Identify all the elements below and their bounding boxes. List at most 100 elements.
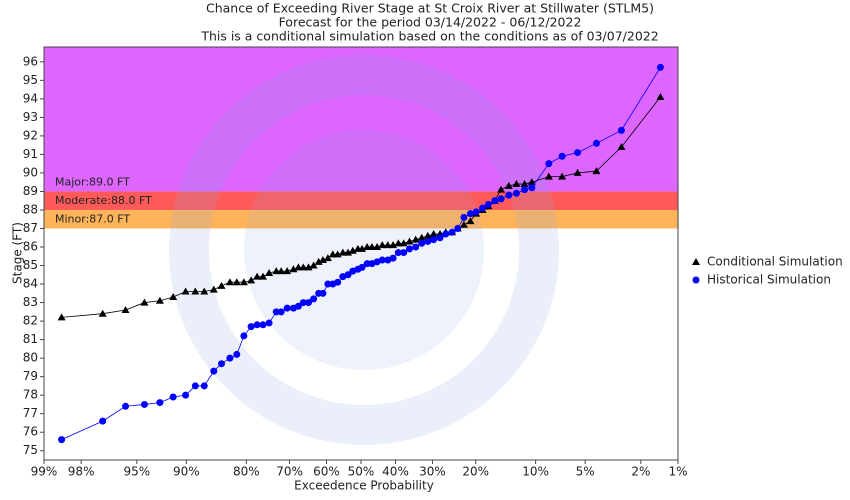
x-tick-label: 5% [576,465,595,479]
y-tick-label: 90 [23,165,38,179]
data-point [58,436,66,444]
data-point [169,393,177,401]
data-point [304,263,313,271]
data-point [283,267,292,275]
data-point [592,139,600,147]
data-point [253,321,261,329]
data-point [367,243,376,251]
data-point [140,400,148,408]
x-axis-label: Exceedence Probability [294,479,434,493]
data-point [310,295,318,303]
data-point [358,244,367,252]
data-point [394,249,402,257]
data-point [348,246,357,254]
data-point [272,308,280,316]
data-point [505,191,513,199]
data-point [454,224,462,232]
data-point [338,248,347,256]
data-point [200,382,208,390]
data-point [424,237,432,245]
data-point [405,237,414,245]
data-point [400,249,408,257]
data-point [304,299,312,307]
data-point [491,197,499,205]
y-axis-label: Stage (FT) [11,222,25,284]
data-point [656,63,664,71]
x-tick-label: 1% [668,465,687,479]
y-tick-label: 83 [23,295,38,309]
legend-marker [692,258,700,265]
data-point [460,213,468,221]
data-point [389,241,398,249]
y-tick-label: 84 [23,277,38,291]
stage-band [44,47,678,192]
data-point [466,210,474,218]
stage-band [44,209,678,229]
data-point [545,160,553,168]
y-tick-label: 89 [23,184,38,198]
x-tick-label: 10% [522,465,549,479]
data-point [289,265,298,273]
y-tick-label: 87 [23,221,38,235]
data-point [169,293,178,301]
data-point [472,208,480,216]
data-point [573,168,582,176]
data-point [574,149,582,157]
y-tick-label: 86 [23,240,38,254]
data-point [373,243,382,251]
data-point [226,354,234,362]
data-point [200,287,209,295]
data-point [253,272,262,280]
data-point [436,234,444,242]
data-point [210,367,218,375]
x-tick-label: 99% [31,465,58,479]
data-point [265,268,274,276]
data-point [259,321,267,329]
data-point [209,285,218,293]
data-point [277,308,285,316]
data-point [334,278,342,286]
y-tick-label: 93 [23,110,38,124]
data-point [544,172,553,180]
data-point [181,287,190,295]
chart-subtitle: This is a conditional simulation based o… [200,29,658,44]
data-point [239,278,248,286]
data-point [512,189,520,197]
x-tick-label: 60% [313,465,340,479]
stage-band-label: Minor:87.0 FT [55,212,130,225]
data-point [333,250,342,258]
y-tick-label: 95 [23,73,38,87]
data-point [558,172,567,180]
data-point [430,236,438,244]
data-point [294,302,302,310]
data-point [389,254,397,262]
x-tick-label: 98% [68,465,95,479]
data-point [283,304,291,312]
data-point [319,289,327,297]
data-point [155,296,164,304]
x-tick-label: 90% [173,465,200,479]
data-point [265,319,273,327]
data-point [240,332,248,340]
x-tick-label: 50% [348,465,375,479]
data-point [156,399,164,407]
data-point [394,239,403,247]
x-tick-label: 2% [631,465,650,479]
data-point [247,323,255,331]
y-tick-label: 75 [23,443,38,457]
stage-band [44,191,678,210]
data-point [497,185,506,193]
data-point [191,287,200,295]
data-point [121,305,130,313]
data-point [378,256,386,264]
x-tick-label: 70% [276,465,303,479]
data-point [122,402,130,410]
data-point [378,241,387,249]
legend-label: Historical Simulation [707,273,831,287]
data-point [57,313,66,321]
data-point [418,239,426,247]
data-point [323,254,332,262]
data-point [140,298,149,306]
data-point [528,184,536,192]
